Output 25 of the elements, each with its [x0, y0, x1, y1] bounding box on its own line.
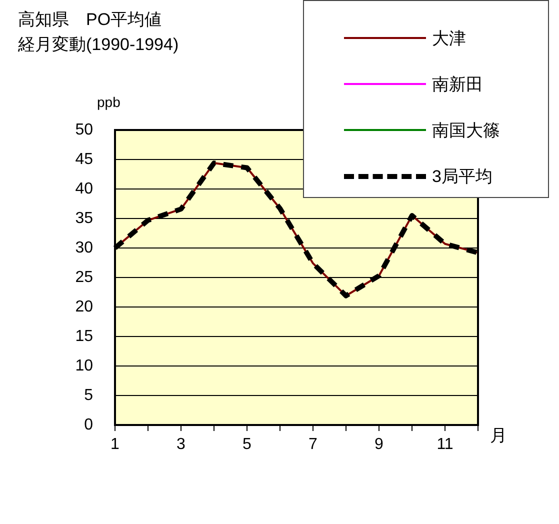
legend-label: 大津	[432, 28, 466, 50]
x-tick-label: 1	[110, 436, 120, 454]
y-tick-label: 15	[75, 328, 94, 345]
y-tick-label: 35	[75, 210, 94, 227]
x-axis-title: 月	[490, 425, 507, 447]
y-tick-label: 5	[84, 386, 94, 404]
y-axis-title: ppb	[97, 94, 120, 110]
legend-label: 3局平均	[432, 166, 492, 188]
legend-label: 南国大篠	[432, 120, 500, 142]
y-tick-label: 20	[75, 298, 94, 316]
y-tick-label: 40	[75, 180, 94, 198]
y-tick-label: 25	[75, 268, 94, 286]
x-tick-label: 9	[374, 436, 384, 454]
x-tick-label: 3	[176, 436, 186, 454]
y-tick-label: 0	[84, 416, 94, 434]
x-tick-label: 5	[242, 436, 252, 454]
y-tick-label: 30	[75, 239, 94, 256]
y-tick-label: 50	[75, 121, 94, 138]
chart-title: 高知県 PO平均値	[18, 9, 162, 31]
legend-label: 南新田	[432, 74, 483, 96]
y-tick-label: 45	[75, 150, 94, 168]
x-tick-label: 11	[436, 436, 454, 454]
x-tick-label: 7	[308, 436, 318, 454]
y-tick-label: 10	[75, 357, 94, 374]
chart-subtitle: 経月変動(1990-1994)	[18, 34, 179, 56]
